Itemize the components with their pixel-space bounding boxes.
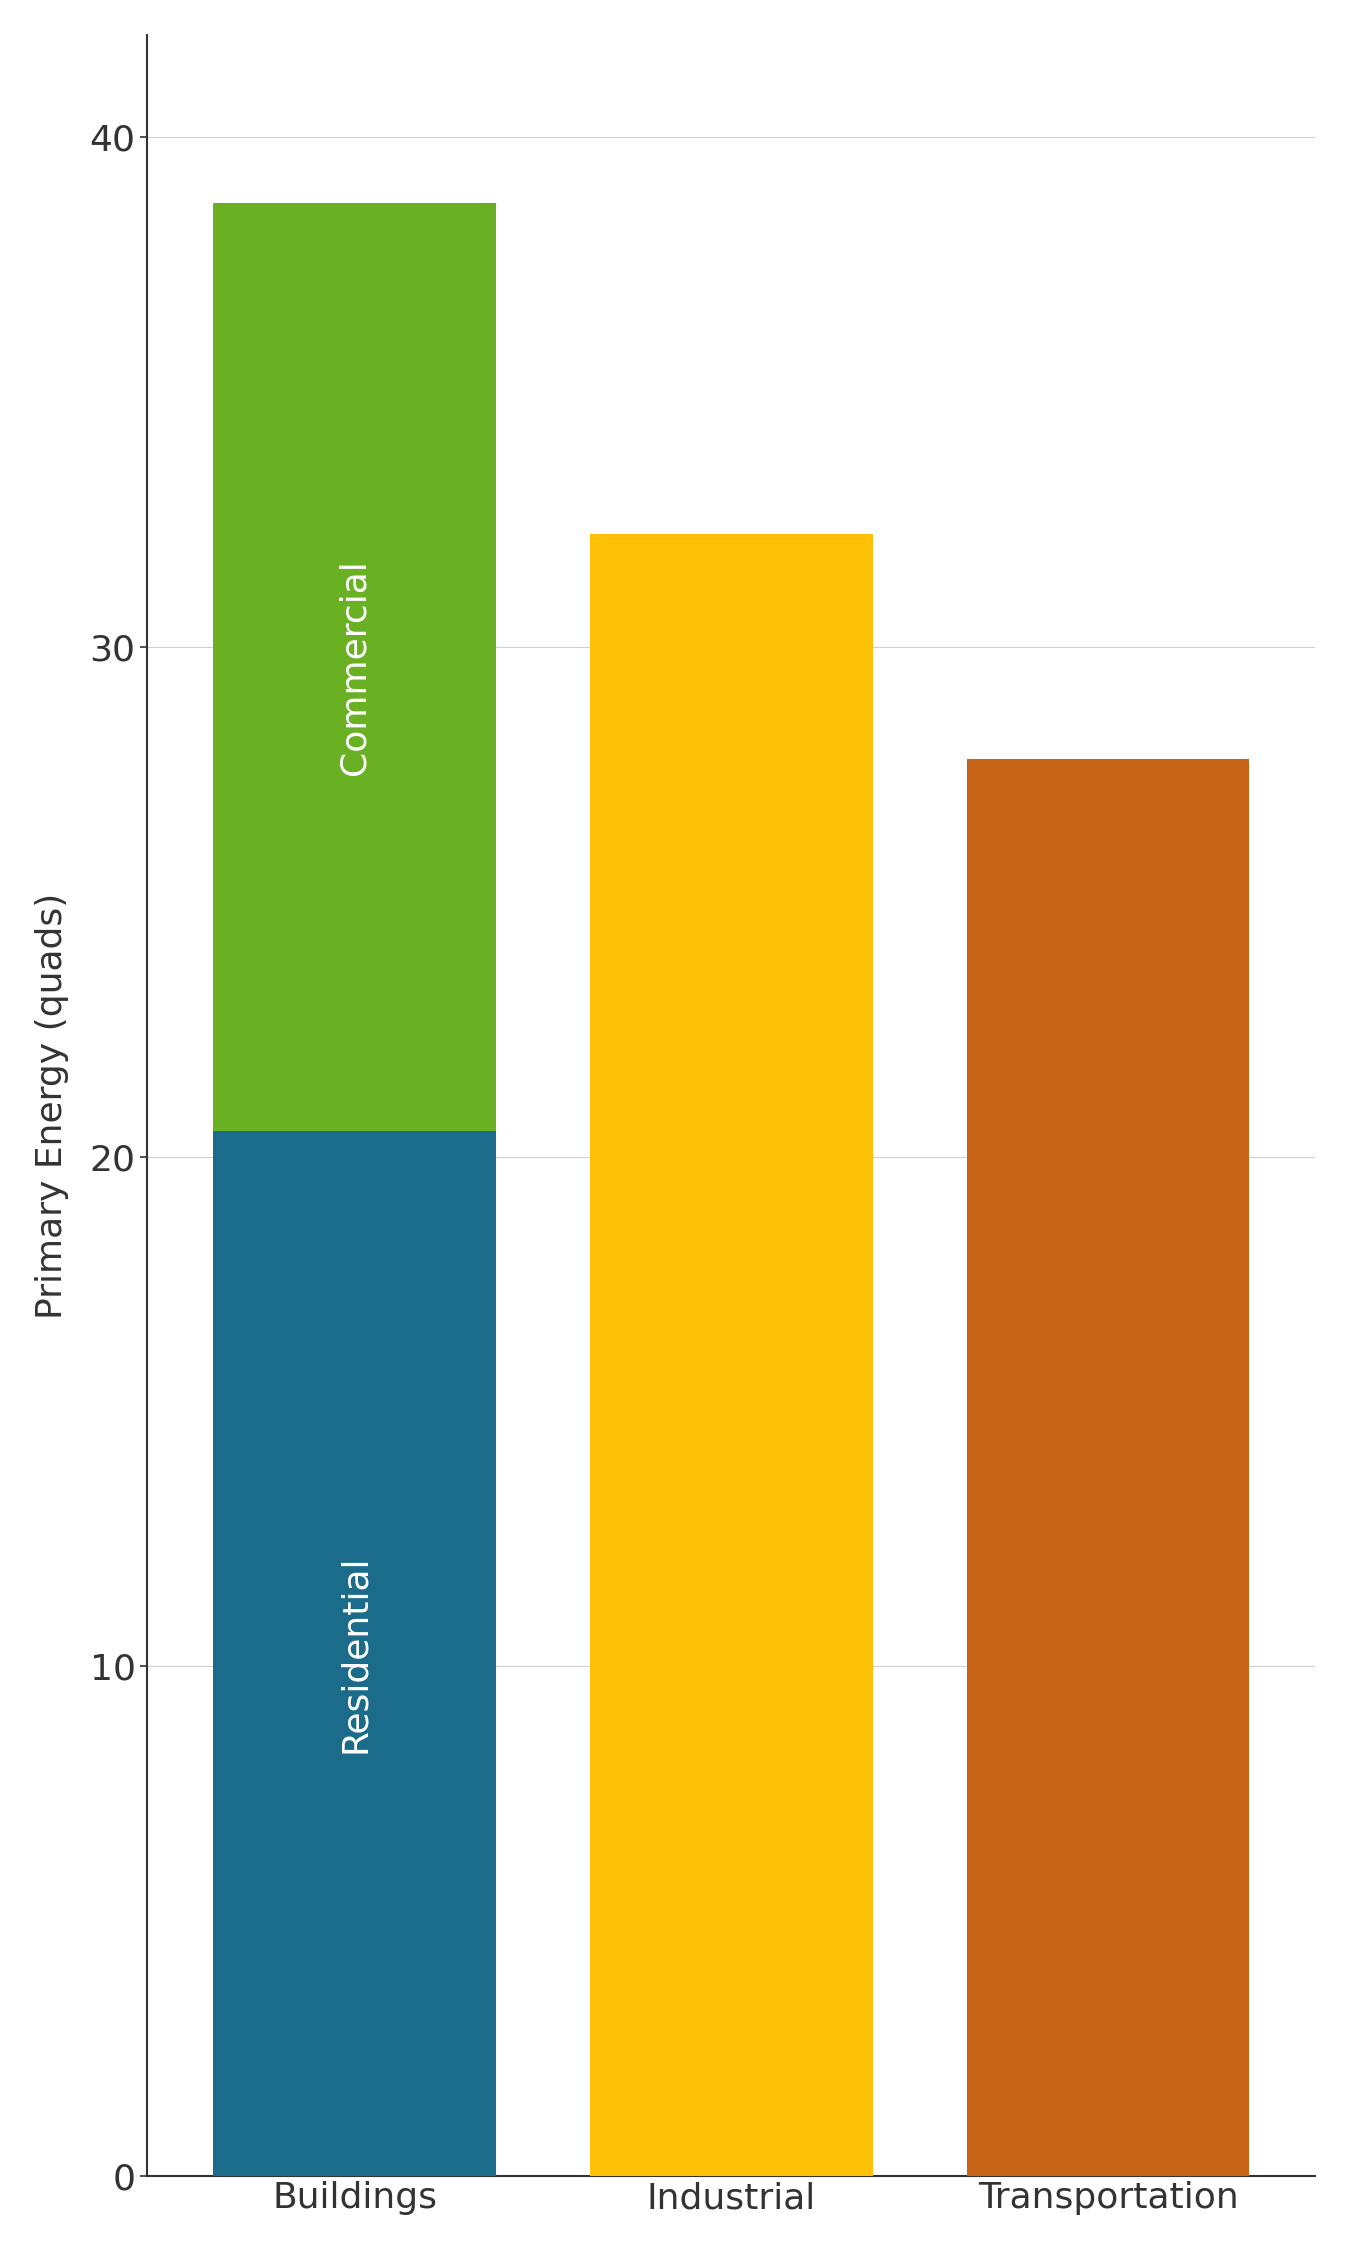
- Bar: [213, 1132, 495, 2176]
- Y-axis label: Primary Energy (quads): Primary Energy (quads): [35, 893, 69, 1318]
- Bar: [590, 536, 872, 2176]
- Text: Residential: Residential: [338, 1555, 371, 1753]
- Bar: [213, 202, 495, 1132]
- Text: Commercial: Commercial: [338, 560, 371, 774]
- Bar: [967, 758, 1249, 2176]
